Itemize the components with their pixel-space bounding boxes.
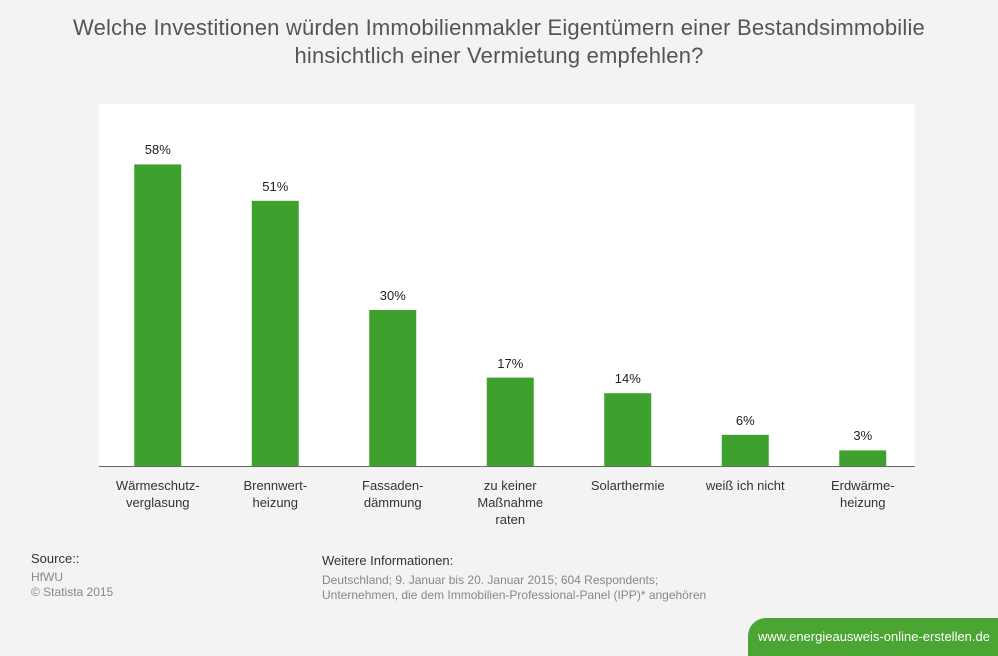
category-label-3-line-1: Maßnahme (477, 495, 544, 510)
category-label-0-line-0: Wärmeschutz- (115, 478, 200, 493)
category-label-2-line-1: dämmung (363, 495, 422, 510)
source-line-1: HfWU (31, 570, 63, 584)
category-label-2: Fassaden-dämmung (338, 477, 448, 511)
category-label-3-line-0: zu keiner (483, 478, 537, 493)
info-line-2: Unternehmen, die dem Immobilien-Professi… (322, 588, 707, 602)
category-label-1-line-1: heizung (252, 495, 299, 510)
category-label-1: Brennwert-heizung (220, 477, 330, 511)
category-label-6-line-0: Erdwärme- (830, 478, 895, 493)
bar-0 (134, 164, 182, 466)
source-line-2: © Statista 2015 (31, 585, 114, 599)
value-label-1: 51% (262, 178, 289, 194)
bar-3 (486, 377, 534, 466)
category-label-6: Erdwärme-heizung (808, 477, 918, 511)
x-axis-line (99, 466, 915, 467)
category-label-2-line-0: Fassaden- (362, 478, 424, 493)
value-label-3: 17% (497, 355, 524, 371)
chart-title-line-2: hinsichtlich einer Vermietung empfehlen? (294, 43, 704, 68)
value-label-5: 6% (735, 412, 755, 428)
info-line-1: Deutschland; 9. Januar bis 20. Januar 20… (322, 573, 659, 587)
bar-4 (604, 393, 652, 466)
category-label-5: weiß ich nicht (690, 477, 800, 494)
category-label-1-line-0: Brennwert- (243, 478, 308, 493)
chart-title-line-1: Welche Investitionen würden Immobilienma… (73, 15, 925, 40)
category-label-6-line-1: heizung (839, 495, 886, 510)
category-label-5-line-0: weiß ich nicht (705, 478, 785, 493)
category-label-4: Solarthermie (573, 477, 683, 494)
category-label-0: Wärmeschutz-verglasung (103, 477, 213, 511)
category-label-4-line-0: Solarthermie (590, 478, 665, 493)
bar-5 (721, 434, 769, 466)
chart-title: Welche Investitionen würden Immobilienma… (0, 14, 998, 70)
value-label-2: 30% (379, 288, 406, 303)
category-label-0-line-1: verglasung (125, 495, 190, 510)
info-heading: Weitere Informationen: (322, 553, 454, 568)
source-heading: Source:: (31, 551, 80, 566)
bar-2 (369, 310, 417, 466)
value-label-6: 3% (853, 428, 873, 444)
value-label-4: 14% (614, 371, 641, 387)
category-label-3: zu keiner Maßnahme raten (455, 477, 565, 528)
website-link[interactable]: www.energieausweis-online-erstellen.de (748, 618, 998, 656)
value-label-0: 58% (144, 142, 171, 158)
bar-1 (251, 200, 299, 467)
bar-6 (839, 450, 887, 466)
category-label-3-line-2: raten (495, 512, 526, 527)
